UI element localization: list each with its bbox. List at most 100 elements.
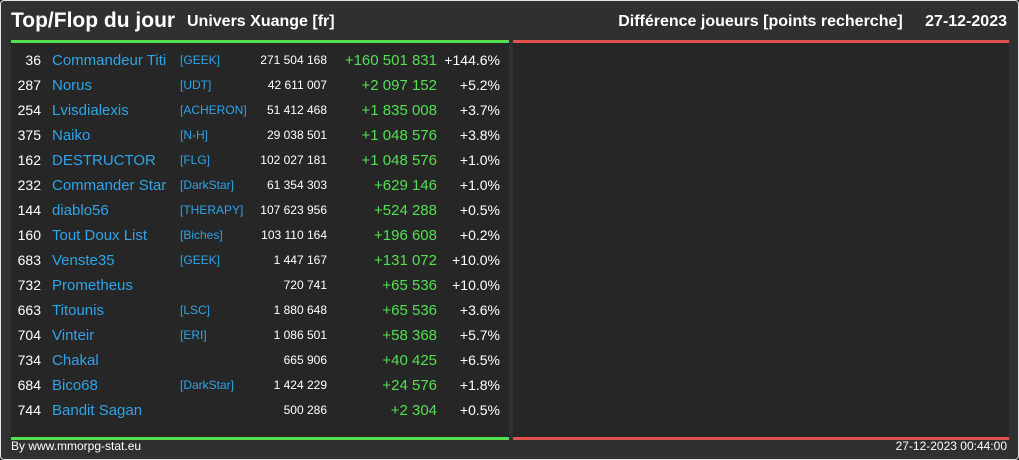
points-difference: +1 048 576 xyxy=(361,127,438,144)
player-name-link[interactable]: diablo56 xyxy=(52,202,109,219)
points-difference: +24 576 xyxy=(382,377,437,394)
header-right: Différence joueurs [points recherche] 27… xyxy=(618,13,1007,31)
percent-change: +5.7% xyxy=(459,327,500,343)
percent-change: +0.5% xyxy=(459,402,500,418)
percent-change: +1.0% xyxy=(459,152,500,168)
player-name-link[interactable]: Commandeur Titi xyxy=(52,52,167,69)
percent-change: +144.6% xyxy=(444,52,500,68)
player-name-link[interactable]: DESTRUCTOR xyxy=(52,152,156,169)
player-points: 665 906 xyxy=(283,353,327,367)
points-difference: +2 097 152 xyxy=(361,77,438,94)
alliance-tag-link[interactable]: [Biches] xyxy=(180,228,223,242)
points-difference: +131 072 xyxy=(374,252,437,269)
player-points: 51 412 468 xyxy=(266,103,327,117)
points-difference: +160 501 831 xyxy=(344,52,437,69)
metric-label: Différence joueurs [points recherche] xyxy=(618,13,903,30)
table-row: 144 diablo56 [THERAPY] 107 623 956 +524 288 +… xyxy=(11,198,509,223)
points-difference: +196 608 xyxy=(374,227,437,244)
player-name-link[interactable]: Tout Doux List xyxy=(52,227,148,244)
top-players-panel: 36 Commandeur Titi [GEEK] 271 504 168 +160 5… xyxy=(11,40,509,440)
player-name-link[interactable]: Prometheus xyxy=(52,277,133,294)
player-points: 1 447 167 xyxy=(273,253,327,267)
points-difference: +65 536 xyxy=(382,277,437,294)
player-rank: 683 xyxy=(17,252,41,268)
percent-change: +1.0% xyxy=(459,177,500,193)
table-row: 683 Venste35 [GEEK] 1 447 167 +131 072 +10.0% xyxy=(11,248,509,273)
table-row: 160 Tout Doux List [Biches] 103 110 164 +196… xyxy=(11,223,509,248)
player-name-link[interactable]: Lvisdialexis xyxy=(52,102,129,119)
player-points: 500 286 xyxy=(283,403,327,417)
table-row: 162 DESTRUCTOR [FLG] 102 027 181 +1 048 576 +… xyxy=(11,148,509,173)
table-row: 232 Commander Star [DarkStar] 61 354 303 +62… xyxy=(11,173,509,198)
alliance-tag-link[interactable]: [UDT] xyxy=(180,78,212,92)
player-points: 61 354 303 xyxy=(266,178,327,192)
player-points: 103 110 164 xyxy=(261,228,327,242)
points-difference: +2 304 xyxy=(390,402,437,419)
table-row: 287 Norus [UDT] 42 611 007 +2 097 152 +5.2% xyxy=(11,73,509,98)
points-difference: +40 425 xyxy=(382,352,437,369)
player-rank: 162 xyxy=(17,152,41,168)
universe-label: Univers Xuange [fr] xyxy=(187,13,335,30)
footer-timestamp: 27-12-2023 00:44:00 xyxy=(895,439,1007,453)
percent-change: +5.2% xyxy=(459,77,500,93)
table-row: 254 Lvisdialexis [ACHERON] 51 412 468 +1 835… xyxy=(11,98,509,123)
percent-change: +3.7% xyxy=(459,102,500,118)
table-row: 734 Chakal 665 906 +40 425 +6.5% xyxy=(11,348,509,373)
footer-credit: By www.mmorpg-stat.eu xyxy=(11,439,142,453)
player-points: 1 424 229 xyxy=(273,378,327,392)
percent-change: +0.5% xyxy=(459,202,500,218)
player-rank: 144 xyxy=(17,202,41,218)
percent-change: +0.2% xyxy=(459,227,500,243)
player-rank: 704 xyxy=(17,327,41,343)
alliance-tag-link[interactable]: [GEEK] xyxy=(180,253,221,267)
player-name-link[interactable]: Naiko xyxy=(52,127,91,144)
table-row: 663 Titounis [LSC] 1 880 648 +65 536 +3.6% xyxy=(11,298,509,323)
player-points: 1 086 501 xyxy=(273,328,327,342)
percent-change: +10.0% xyxy=(452,277,500,293)
table-row: 732 Prometheus 720 741 +65 536 +10.0% xyxy=(11,273,509,298)
alliance-tag-link[interactable]: [ERI] xyxy=(180,328,207,342)
table-row: 744 Bandit Sagan 500 286 +2 304 +0.5% xyxy=(11,398,509,423)
percent-change: +3.6% xyxy=(459,302,500,318)
player-rank: 254 xyxy=(17,102,41,118)
table-row: 36 Commandeur Titi [GEEK] 271 504 168 +160 5… xyxy=(11,48,509,73)
player-name-link[interactable]: Chakal xyxy=(52,352,99,369)
page-title: Top/Flop du jour xyxy=(11,9,176,32)
player-rank: 160 xyxy=(17,227,41,243)
player-points: 102 027 181 xyxy=(260,153,327,167)
player-rank: 684 xyxy=(17,377,41,393)
player-rank: 663 xyxy=(17,302,41,318)
header-date: 27-12-2023 xyxy=(925,13,1007,30)
player-rank: 287 xyxy=(17,77,41,93)
points-difference: +65 536 xyxy=(382,302,437,319)
player-rank: 375 xyxy=(17,127,41,143)
player-points: 107 623 956 xyxy=(260,203,327,217)
points-difference: +524 288 xyxy=(374,202,437,219)
player-rank: 734 xyxy=(17,352,41,368)
player-name-link[interactable]: Commander Star xyxy=(52,177,167,194)
player-name-link[interactable]: Venste35 xyxy=(52,252,115,269)
alliance-tag-link[interactable]: [THERAPY] xyxy=(180,203,244,217)
player-name-link[interactable]: Bandit Sagan xyxy=(52,402,143,419)
alliance-tag-link[interactable]: [DarkStar] xyxy=(180,378,235,392)
player-name-link[interactable]: Bico68 xyxy=(52,377,98,394)
percent-change: +1.8% xyxy=(459,377,500,393)
alliance-tag-link[interactable]: [GEEK] xyxy=(180,53,221,67)
alliance-tag-link[interactable]: [DarkStar] xyxy=(180,178,235,192)
player-name-link[interactable]: Vinteir xyxy=(52,327,95,344)
alliance-tag-link[interactable]: [ACHERON] xyxy=(180,103,247,117)
percent-change: +6.5% xyxy=(459,352,500,368)
flop-players-panel xyxy=(513,40,1009,440)
player-points: 42 611 007 xyxy=(267,78,327,92)
player-name-link[interactable]: Titounis xyxy=(52,302,104,319)
player-points: 29 038 501 xyxy=(266,128,327,142)
alliance-tag-link[interactable]: [N-H] xyxy=(180,128,208,142)
player-rank: 744 xyxy=(17,402,41,418)
alliance-tag-link[interactable]: [LSC] xyxy=(180,303,211,317)
table-row: 684 Bico68 [DarkStar] 1 424 229 +24 576 +1.8% xyxy=(11,373,509,398)
alliance-tag-link[interactable]: [FLG] xyxy=(180,153,211,167)
percent-change: +10.0% xyxy=(452,252,500,268)
player-name-link[interactable]: Norus xyxy=(52,77,93,94)
player-rank: 232 xyxy=(17,177,41,193)
